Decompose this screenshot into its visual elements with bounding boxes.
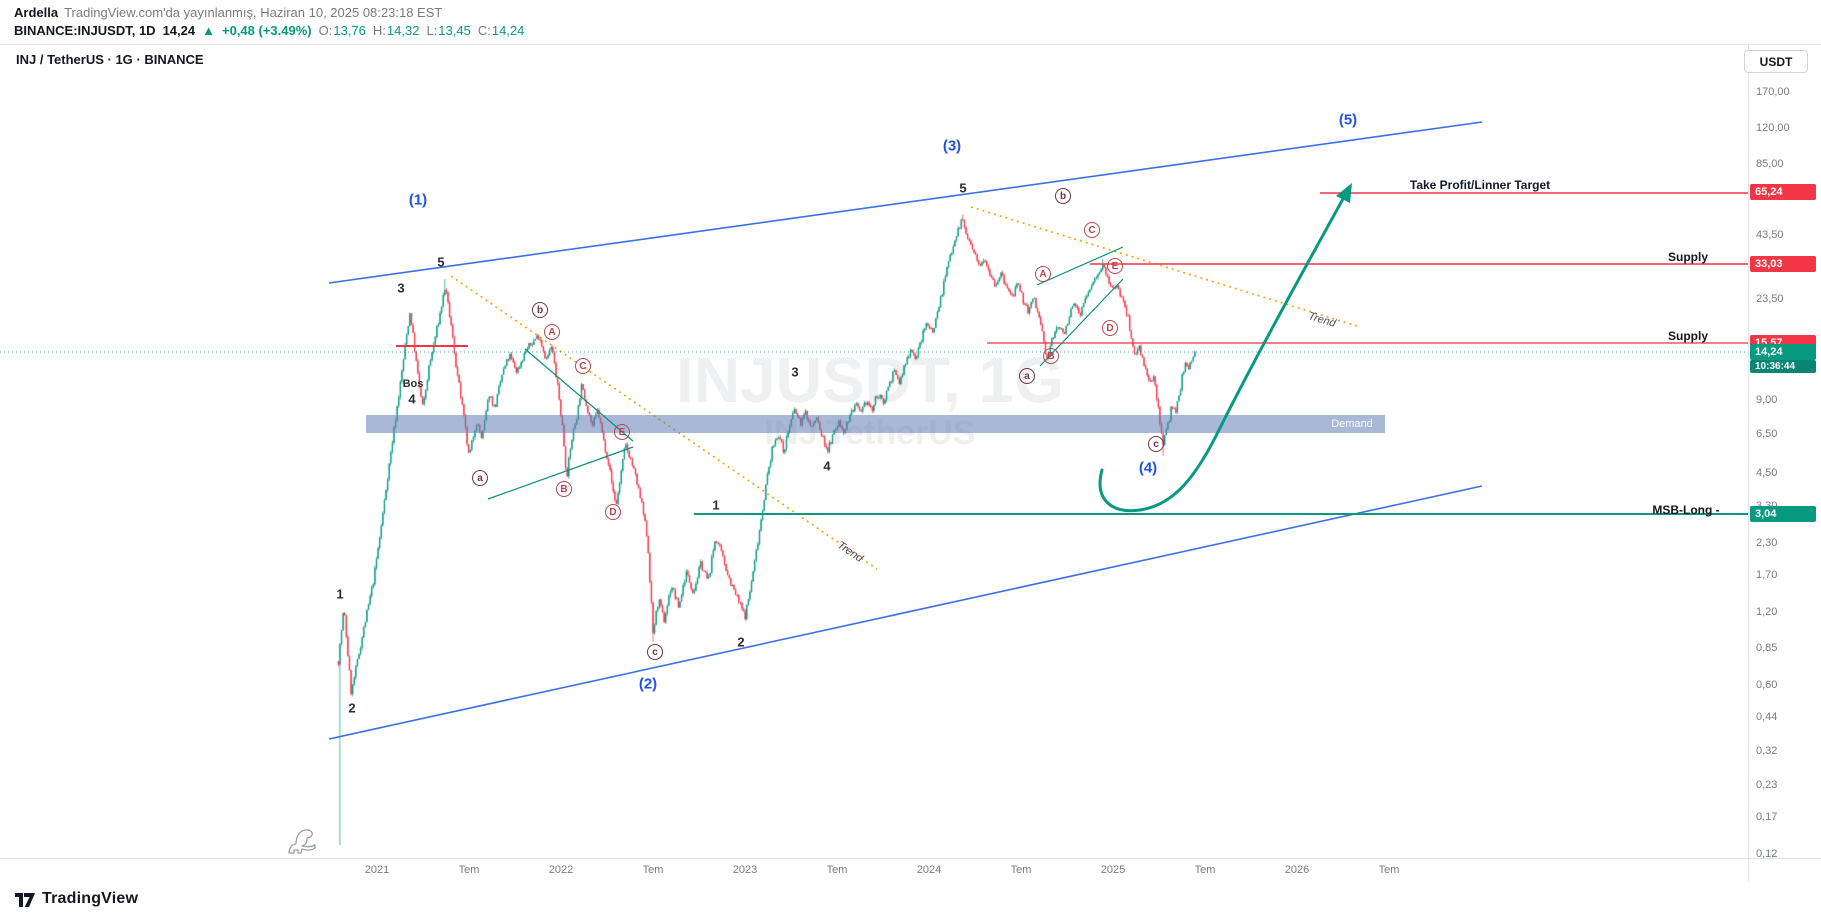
- dino-doodle-icon: [288, 829, 316, 854]
- chart-legend: INJ / TetherUS · 1G · BINANCE: [16, 52, 204, 67]
- symbol-header: BINANCE:INJUSDT, 1D 14,24 ▲ +0,48 (+3.49%) O…: [14, 23, 531, 38]
- currency-toggle-button[interactable]: USDT: [1744, 50, 1808, 73]
- high-label: H:: [372, 23, 386, 38]
- open-value: 13,76: [333, 23, 366, 38]
- time-axis[interactable]: [0, 858, 1821, 883]
- last-price: 14,24: [162, 23, 196, 38]
- low-value: 13,45: [438, 23, 471, 38]
- high-value: 14,32: [386, 23, 420, 38]
- pane-top-border: [0, 44, 1821, 45]
- footer-bar: TradingView: [0, 882, 1821, 912]
- published-link[interactable]: TradingView.com'da yayınlanmış, Haziran …: [64, 5, 443, 20]
- price-axis-border: [1748, 44, 1749, 882]
- author-name: Ardella: [14, 5, 59, 20]
- close-label: C:: [477, 23, 491, 38]
- price-change: +0,48 (+3.49%): [222, 23, 312, 38]
- tradingview-brand[interactable]: TradingView: [42, 890, 139, 907]
- price-axis[interactable]: [1748, 44, 1821, 882]
- tradingview-logo-icon[interactable]: [14, 888, 36, 910]
- symbol-title: BINANCE:INJUSDT, 1D: [14, 23, 156, 38]
- open-label: O:: [318, 23, 333, 38]
- up-triangle-icon: ▲: [202, 23, 215, 38]
- close-value: 14,24: [491, 23, 525, 38]
- low-label: L:: [426, 23, 438, 38]
- publish-header: Ardella TradingView.com'da yayınlanmış, H…: [14, 5, 442, 20]
